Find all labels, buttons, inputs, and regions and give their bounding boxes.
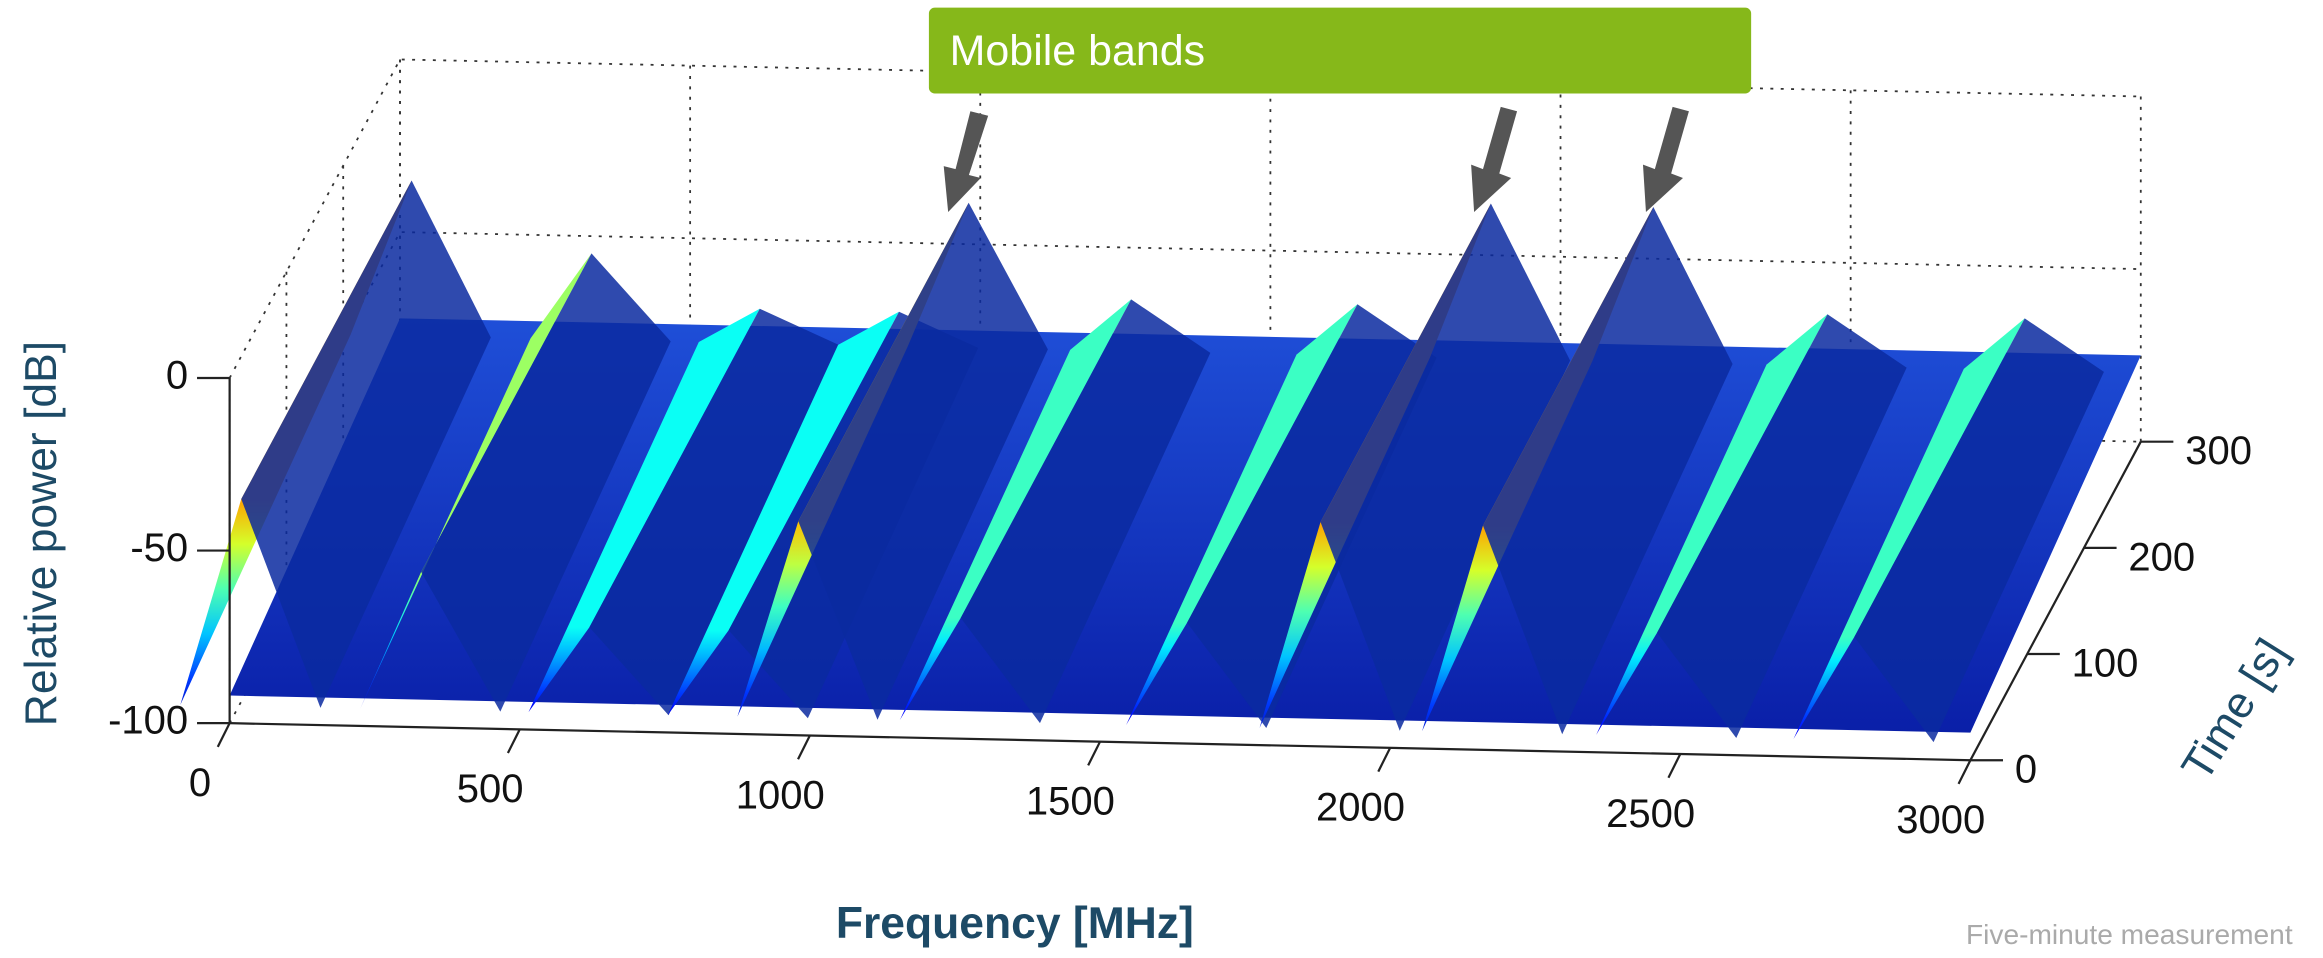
arrow (1642, 106, 1689, 213)
ridge (1126, 304, 1437, 728)
ridge-face (528, 308, 760, 713)
ridge-shadow (421, 253, 671, 712)
ridge (737, 202, 1048, 720)
x-tick-label: 1000 (736, 773, 825, 817)
x-tick-label: 1500 (1026, 779, 1115, 823)
ridge (360, 253, 671, 712)
y-axis (1969, 441, 2142, 761)
x-tick-label: 2000 (1316, 786, 1405, 830)
y-tick-label: 0 (2015, 748, 2037, 792)
x-tick (1957, 759, 1972, 785)
z-tick-label: 0 (166, 354, 188, 398)
ridge (1422, 206, 1733, 735)
ridge (899, 299, 1211, 724)
z-tick-label: -50 (130, 526, 188, 570)
x-tick (1377, 747, 1392, 773)
ridge-shadow (798, 202, 1048, 720)
ridge (180, 180, 491, 708)
y-tick-label: 300 (2185, 429, 2252, 473)
y-tick-label: 100 (2072, 641, 2139, 685)
ridge-face (667, 311, 900, 716)
x-tick (797, 735, 811, 760)
ridge-shadow (960, 299, 1211, 724)
x-tick (216, 722, 231, 748)
x-tick (1667, 753, 1682, 779)
ridge-shadow (1657, 314, 1907, 738)
ridges (180, 180, 2104, 743)
y-axis-label: Time [s] (2173, 631, 2297, 790)
x-tick-label: 0 (189, 761, 211, 805)
x-axis-label: Frequency [MHz] (836, 899, 1194, 948)
x-tick (1087, 741, 1102, 766)
z-axis-label: Relative power [dB] (17, 341, 66, 726)
y-tick-label: 200 (2128, 535, 2195, 579)
ridge-shadow (241, 180, 491, 708)
ridge-face (1793, 318, 2025, 740)
x-tick-label: 500 (457, 767, 524, 811)
ridge-shadow (1482, 206, 1733, 735)
ridge-face (1596, 314, 1828, 735)
ridge (1793, 318, 2104, 743)
ridge-shadow (589, 308, 839, 716)
annotation-box (928, 7, 1752, 94)
ridge-shadow (1187, 304, 1437, 728)
arrow (1471, 106, 1518, 213)
x-tick-label: 3000 (1896, 798, 1985, 842)
x-tick (506, 728, 521, 754)
ridge (1596, 314, 1907, 738)
x-tick-label: 2500 (1606, 792, 1695, 836)
z-tick-label: -100 (108, 699, 188, 743)
ridge-face (899, 299, 1132, 721)
ridge-shadow (1320, 203, 1571, 731)
annotation: Mobile bands (950, 27, 1206, 75)
axes: 0 500 1000 1500 2000 2500 3000 -100 -50 0 0 100 200 3… (108, 354, 2252, 842)
ridge (1259, 203, 1571, 731)
arrow (943, 111, 989, 213)
arrows (943, 106, 1689, 213)
ridge-shadow (1854, 318, 2104, 743)
ridge-face (1126, 304, 1358, 725)
ridge (528, 308, 839, 716)
footnote: Five-minute measurement (1966, 919, 2293, 950)
